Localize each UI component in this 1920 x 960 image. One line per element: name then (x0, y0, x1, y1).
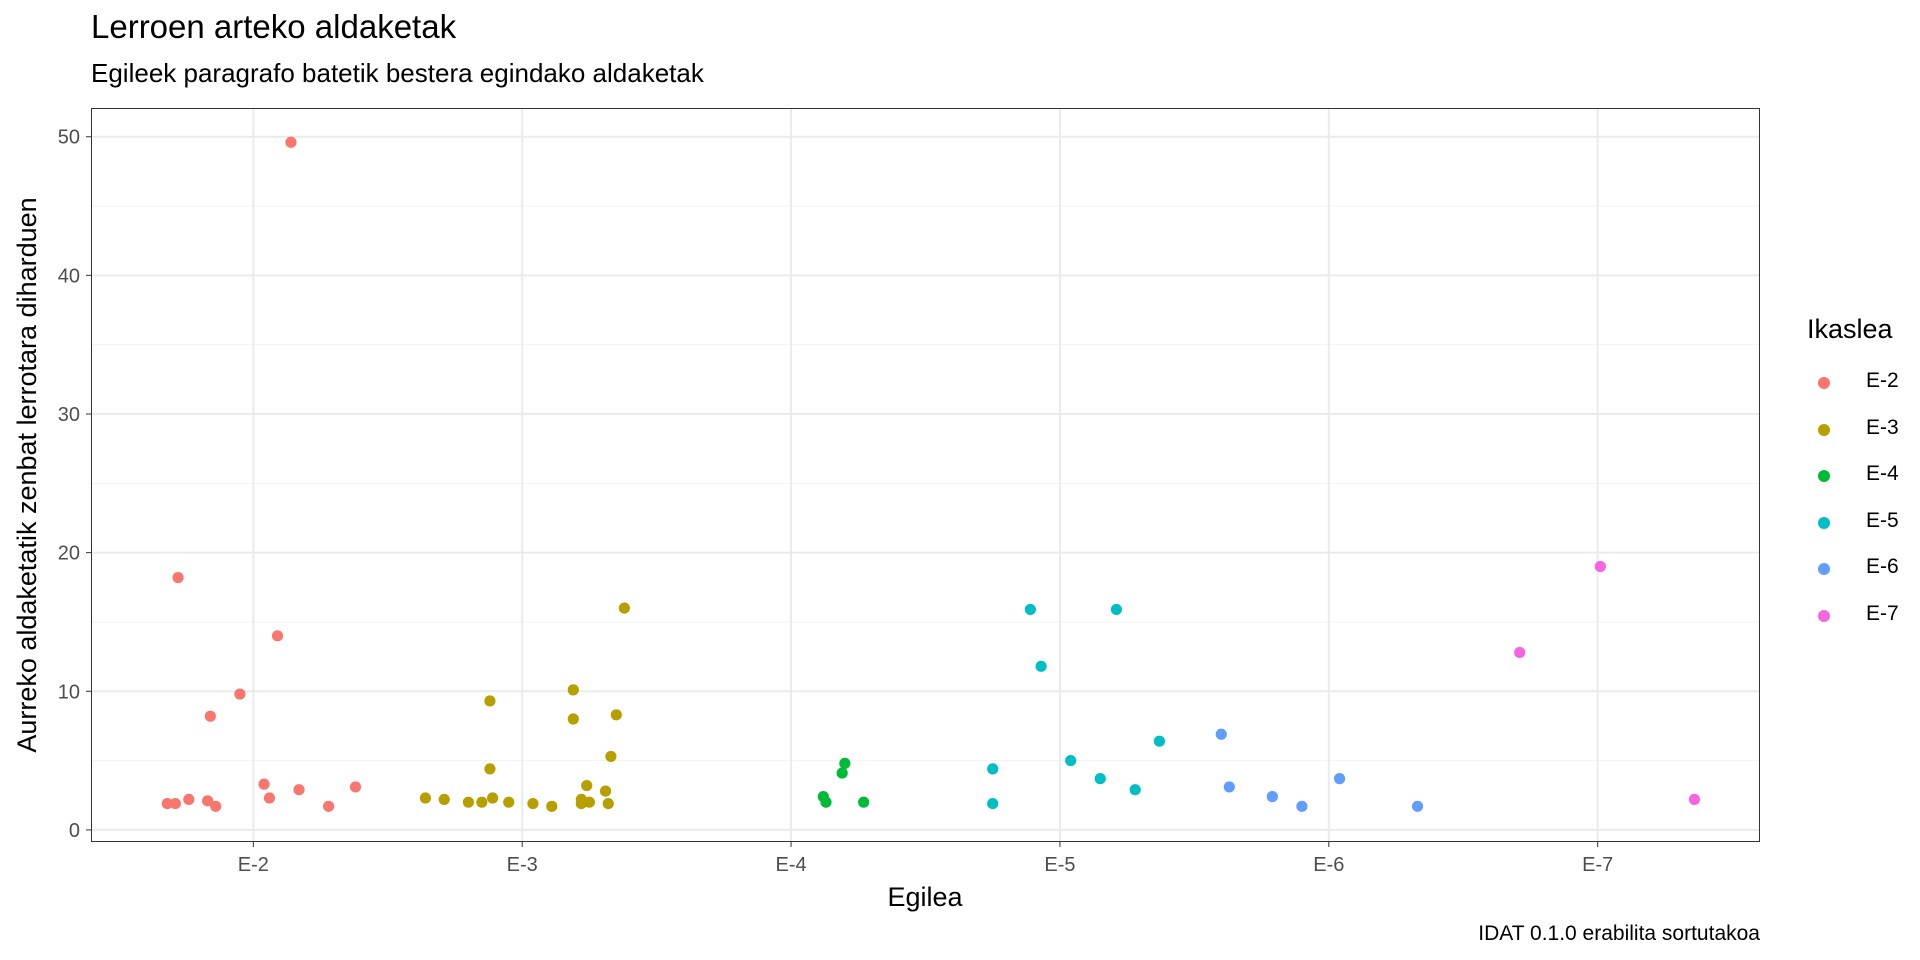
data-point-e-3 (487, 792, 499, 804)
x-tick-label: E-3 (507, 854, 538, 876)
y-tick-label: 10 (58, 681, 80, 703)
data-point-e-2 (293, 784, 305, 796)
x-tick-label: E-5 (1044, 854, 1075, 876)
data-point-e-2 (183, 793, 195, 806)
x-tick-label: E-4 (776, 854, 807, 876)
data-point-e-2 (202, 795, 214, 807)
x-tick-label: E-6 (1313, 854, 1344, 876)
legend-item-e-5: E-5 (1818, 503, 1918, 543)
chart-subtitle: Egileek paragrafo batetik bestera eginda… (91, 58, 704, 88)
legend-title: Ikaslea (1807, 314, 1893, 344)
data-point-e-3 (476, 796, 488, 808)
legend-label: E-5 (1866, 508, 1899, 532)
legend-label: E-7 (1866, 601, 1899, 625)
data-point-e-3 (567, 684, 579, 696)
data-point-e-5 (1153, 735, 1166, 747)
legend-item-e-7: E-7 (1818, 596, 1918, 636)
data-point-e-5 (1035, 660, 1047, 672)
y-tick-label: 20 (58, 543, 80, 565)
data-point-e-3 (567, 713, 579, 725)
data-point-e-5 (1024, 603, 1036, 616)
data-point-e-4 (858, 796, 870, 808)
data-point-e-4 (839, 757, 851, 769)
data-point-e-3 (618, 602, 630, 614)
legend-item-e-6: E-6 (1818, 549, 1918, 589)
legend-label: E-4 (1866, 462, 1899, 485)
data-point-e-4 (820, 796, 832, 808)
y-tick-label: 30 (58, 404, 80, 426)
data-point-e-2 (263, 792, 276, 804)
data-point-e-2 (349, 781, 362, 793)
data-point-e-3 (419, 792, 431, 804)
legend-item-e-2: E-2 (1818, 363, 1918, 403)
data-point-e-2 (323, 800, 335, 812)
data-point-e-6 (1333, 773, 1346, 785)
data-point-e-2 (271, 630, 284, 642)
data-point-e-5 (987, 797, 999, 810)
data-point-e-5 (1065, 754, 1077, 767)
chart-caption: IDAT 0.1.0 erabilita sortutakoa (1478, 922, 1760, 945)
plot-panel (91, 108, 1760, 842)
legend-label: E-2 (1866, 369, 1899, 392)
data-point-e-3 (602, 797, 614, 810)
legend-dot (1818, 609, 1830, 622)
data-point-e-5 (1129, 784, 1141, 796)
data-point-e-6 (1266, 791, 1278, 803)
data-point-e-3 (546, 800, 558, 812)
legend-label: E-3 (1866, 415, 1899, 439)
legend-dot (1818, 516, 1830, 529)
legend-dot (1818, 563, 1830, 575)
major-gridlines (92, 109, 1759, 841)
data-point-e-3 (462, 796, 475, 808)
data-point-e-3 (605, 750, 617, 763)
y-axis-title: Aurreko aldaketatik zenbat lerrotara dih… (12, 197, 42, 752)
y-tick-label: 50 (58, 127, 80, 149)
legend-label: E-6 (1866, 555, 1899, 578)
data-points (161, 136, 1701, 812)
data-point-e-6 (1296, 800, 1308, 812)
data-point-e-2 (258, 778, 270, 790)
data-point-e-7 (1594, 560, 1606, 573)
y-tick-label: 0 (69, 820, 80, 842)
data-point-e-2 (169, 797, 181, 810)
legend-dot (1818, 377, 1830, 389)
data-point-e-2 (204, 710, 216, 722)
data-point-e-5 (1110, 603, 1122, 616)
data-point-e-2 (172, 571, 184, 584)
axes: 0 10 20 30 40 50 E-2 E-3 E-4 E-5 E-6 E-7 (58, 127, 1613, 876)
data-point-e-2 (161, 797, 173, 810)
data-point-e-2 (210, 800, 222, 812)
data-point-e-3 (438, 793, 450, 806)
data-point-e-3 (581, 779, 593, 792)
data-point-e-6 (1411, 800, 1424, 812)
data-point-e-3 (599, 785, 612, 797)
legend-dot (1818, 470, 1830, 482)
y-tick-label: 40 (58, 265, 80, 287)
data-point-e-5 (987, 763, 999, 775)
data-point-e-3 (484, 695, 496, 707)
legend-item-e-4: E-4 (1818, 456, 1918, 496)
data-point-e-3 (484, 763, 496, 775)
data-point-e-5 (1094, 773, 1106, 785)
minor-gridlines (92, 205, 1759, 762)
data-point-e-6 (1215, 728, 1227, 740)
data-point-e-2 (285, 136, 297, 148)
data-point-e-6 (1223, 781, 1235, 793)
x-tick-label: E-2 (238, 854, 269, 876)
data-point-e-2 (234, 688, 246, 700)
data-point-e-3 (610, 709, 622, 721)
data-point-e-7 (1514, 646, 1526, 659)
data-point-e-3 (575, 797, 587, 810)
legend-item-e-3: E-3 (1818, 410, 1918, 450)
x-tick-label: E-7 (1582, 854, 1613, 876)
data-point-e-3 (503, 796, 515, 808)
data-point-e-7 (1688, 793, 1701, 806)
chart-title: Lerroen arteko aldaketak (91, 8, 457, 45)
data-point-e-4 (836, 767, 848, 779)
data-point-e-3 (527, 797, 539, 810)
x-axis-title: Egilea (887, 882, 963, 912)
legend-dot (1818, 423, 1830, 436)
